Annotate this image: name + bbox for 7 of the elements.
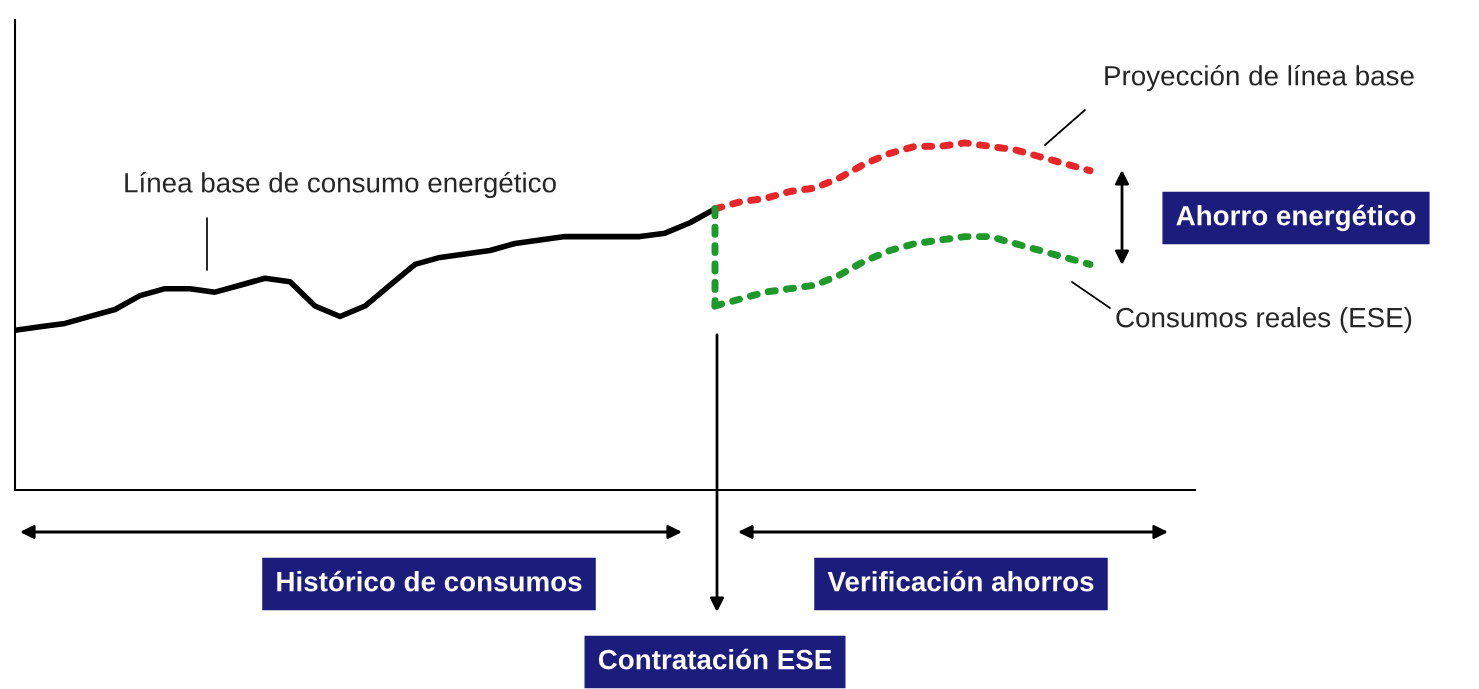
annotation: Consumos reales (ESE) <box>1116 307 1412 333</box>
annotation: Ahorro energético <box>1176 204 1416 232</box>
text: Proyección de línea base <box>1105 64 1414 92</box>
text: Contratación ESE <box>598 648 832 670</box>
annotation: Línea base de consumo energético <box>125 171 556 199</box>
text: Verificación ahorros <box>827 570 1094 592</box>
text: Histórico de consumos <box>277 570 582 592</box>
